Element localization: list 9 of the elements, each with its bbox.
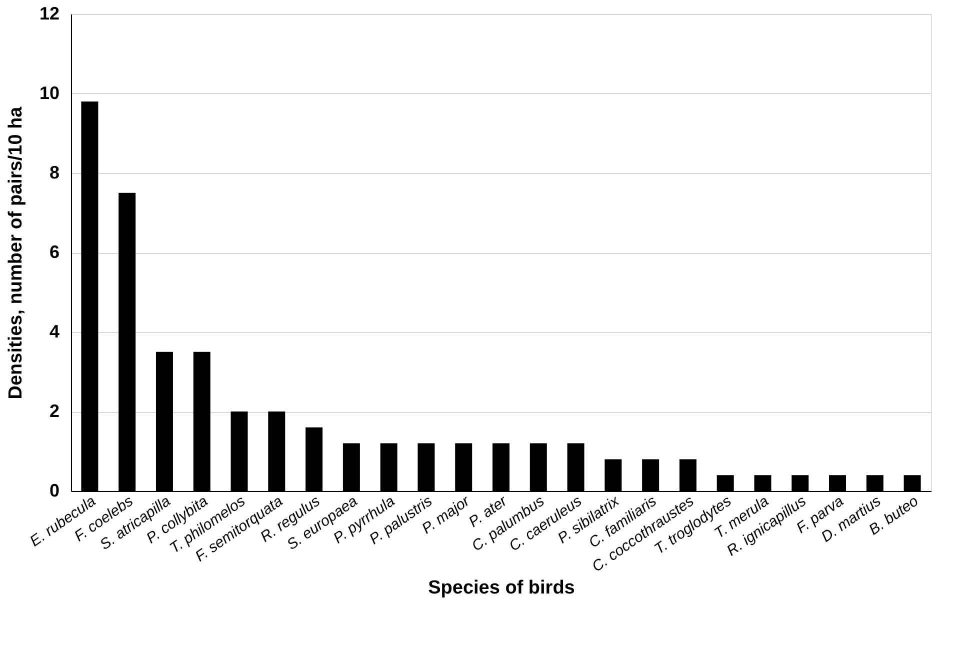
y-axis-title: Densities, number of pairs/10 ha bbox=[5, 106, 26, 400]
y-tick-label: 0 bbox=[49, 480, 60, 500]
y-tick-label: 6 bbox=[49, 242, 60, 262]
y-tick-label: 8 bbox=[49, 162, 60, 182]
y-tick-label: 4 bbox=[49, 322, 60, 342]
y-tick-label: 2 bbox=[49, 401, 60, 421]
y-tick-label: 12 bbox=[39, 4, 60, 24]
y-tick-label: 10 bbox=[39, 83, 60, 103]
x-axis-title: Species of birds bbox=[428, 578, 575, 599]
